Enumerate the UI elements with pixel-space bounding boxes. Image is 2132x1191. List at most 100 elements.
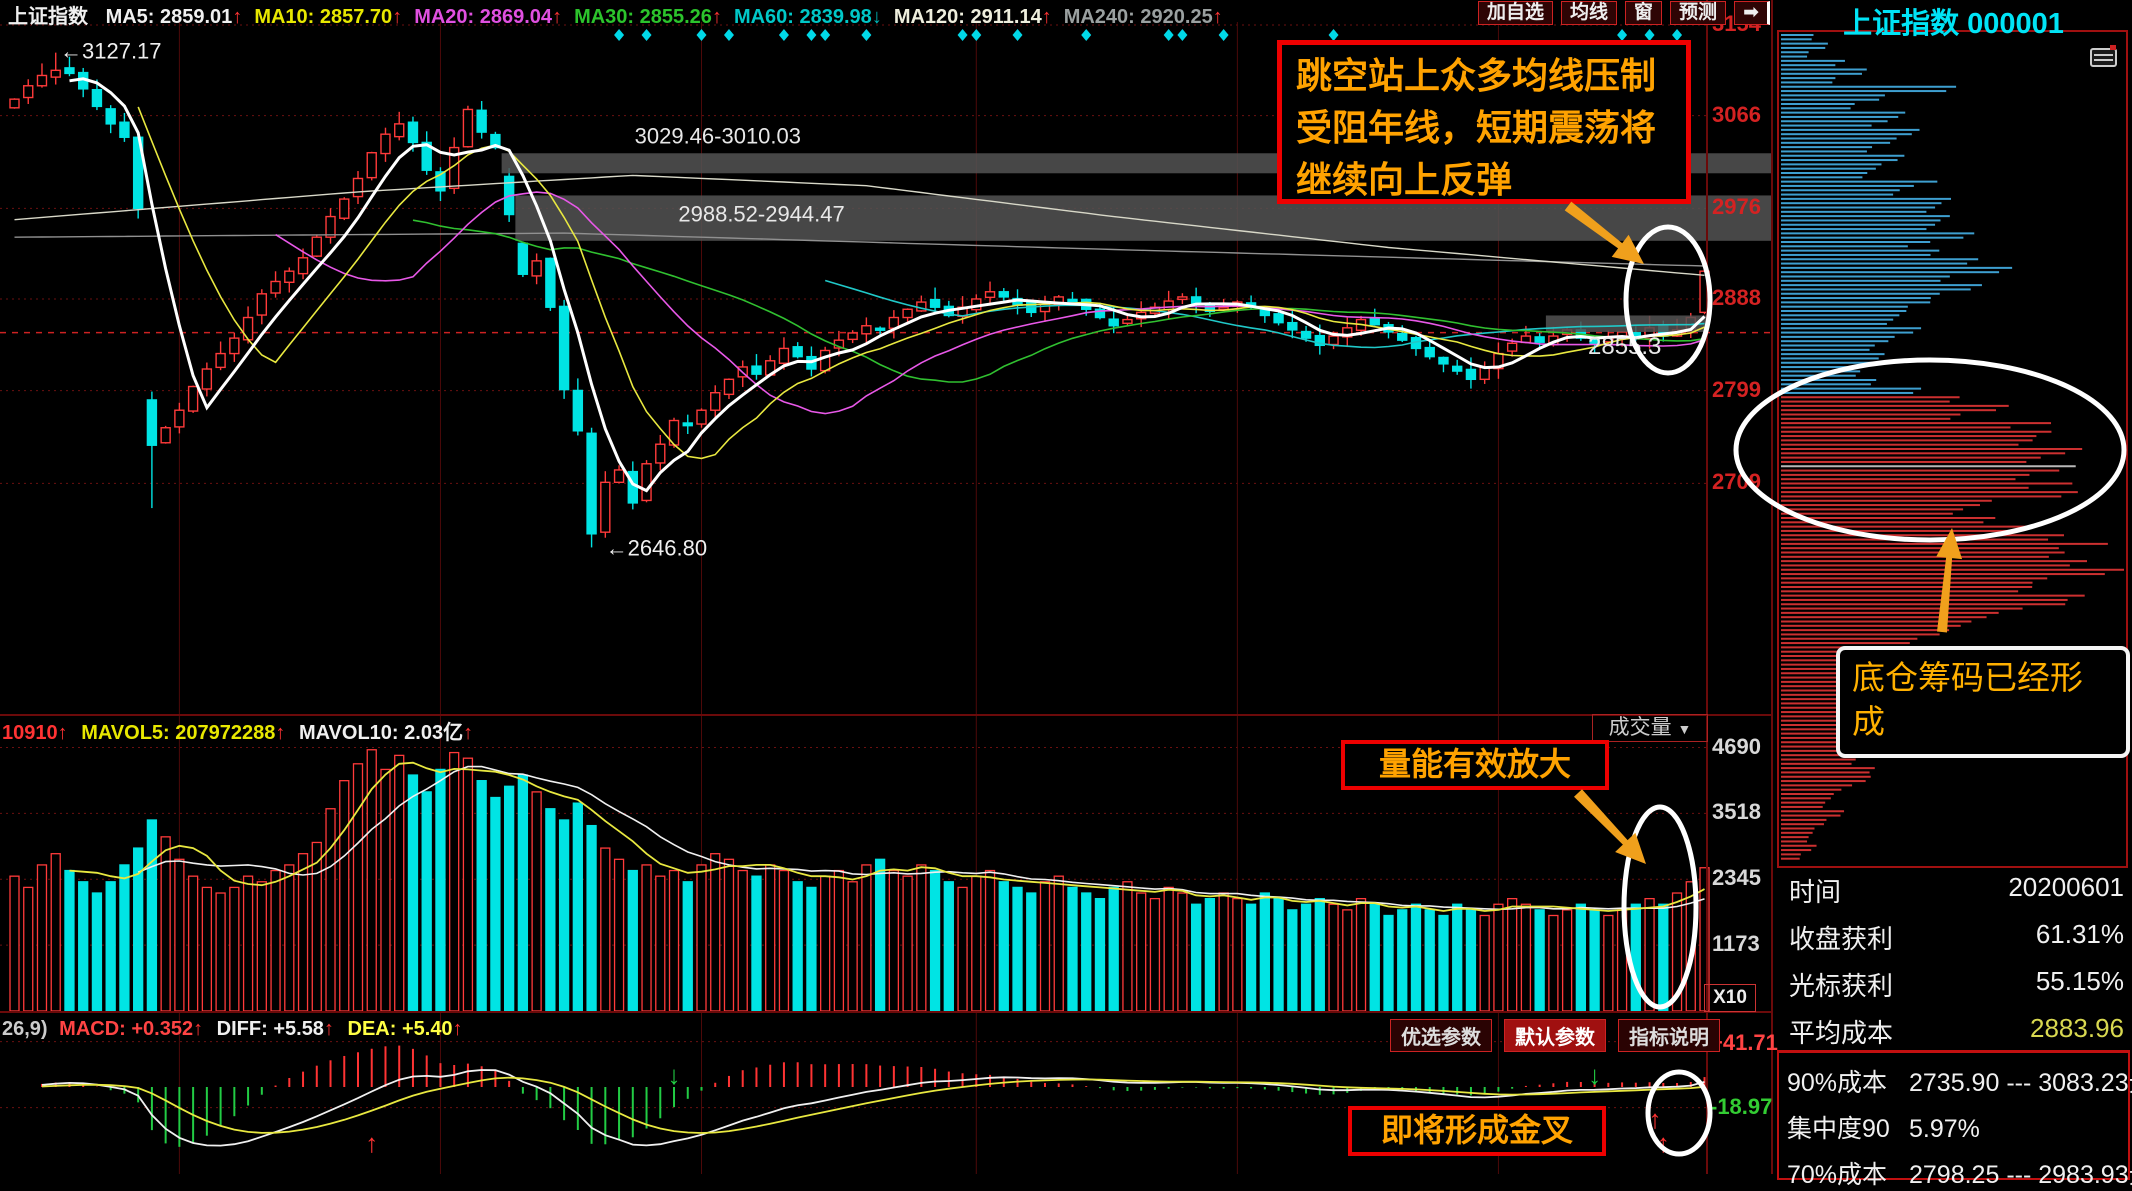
stat-label: 平均成本 <box>1789 1018 1894 1048</box>
cost-range-box: 90%成本 2735.90 --- 3083.23元之间集中度90 5.97% 70%… <box>1777 1050 2132 1189</box>
cost-value: 2798.25 --- 2983.93元之间 <box>1909 1161 2132 1189</box>
right-panel-title: 上证指数 000001 <box>1843 8 2064 40</box>
up-arrow-icon: ↑ <box>1212 6 1223 28</box>
stat-value: 55.15% <box>2035 966 2124 996</box>
topbar-button-均线[interactable]: 均线 <box>1561 1 1618 25</box>
ma-value-item: MA240: 2920.25↑ <box>1063 6 1223 28</box>
price-axis-label: 2709 <box>1712 469 1761 495</box>
volume-axis-label: 4690 <box>1712 733 1761 759</box>
annotation-golden-cross: 即将形成金叉 <box>1348 1106 1606 1156</box>
ma-values-list: MA5: 2859.01↑ MA10: 2857.70↑ MA20: 2869.04… <box>94 6 1223 28</box>
volume-value: 10910 <box>2 722 58 744</box>
cost-label: 70%成本 <box>1787 1161 1888 1189</box>
annotation-volume: 量能有效放大 <box>1341 740 1609 790</box>
up-arrow-icon: ↑ <box>193 1018 204 1040</box>
mavol10-value: 2.03亿 <box>404 722 464 744</box>
topbar-button-预测[interactable]: 预测 <box>1670 1 1727 25</box>
divider <box>0 1011 1772 1013</box>
dea-value: +5.40 <box>401 1018 453 1040</box>
stat-label: 收盘获利 <box>1789 924 1894 954</box>
ma-value-item: MA30: 2855.26↑ <box>574 6 722 28</box>
volume-pane-header: 10910↑ MAVOL5: 207972288↑ MAVOL10: 2.03亿… <box>2 716 473 745</box>
ma-value-item: MA5: 2859.01↑ <box>105 6 243 28</box>
up-arrow-icon: ↑ <box>323 1018 334 1040</box>
up-arrow-icon: ↑ <box>1041 6 1052 28</box>
volume-selector-label: 成交量 <box>1608 716 1672 739</box>
topbar-button-窗[interactable]: 窗 <box>1625 1 1663 25</box>
chip-panel-icon[interactable] <box>2090 44 2120 68</box>
svg-text:2855.3: 2855.3 <box>1588 333 1661 360</box>
buy-signal-arrow-icon: ↑ <box>1657 1128 1670 1158</box>
svg-text:2988.52-2944.47: 2988.52-2944.47 <box>678 201 844 226</box>
symbol-name: 上证指数 <box>8 6 88 28</box>
up-arrow-icon: ↑ <box>463 722 474 744</box>
cost-value: 5.97% <box>1909 1115 1980 1143</box>
macd-button-优选参数[interactable]: 优选参数 <box>1390 1019 1492 1052</box>
svg-text:3029.46-3010.03: 3029.46-3010.03 <box>635 123 801 148</box>
up-arrow-icon: ↑ <box>57 722 68 744</box>
stat-value: 20200601 <box>2008 872 2124 902</box>
ma-value-item: MA60: 2839.98↓ <box>733 6 882 28</box>
svg-text:←2646.80: ←2646.80 <box>606 535 708 560</box>
annotation-gap-breakout: 跳空站上众多均线压制受阻年线，短期震荡将继续向上反弹 <box>1277 40 1691 204</box>
cost-label: 90%成本 <box>1787 1069 1888 1097</box>
annotation-chip-base: 底仓筹码已经形成 <box>1836 646 2130 758</box>
stat-row-时间: 时间 20200601 <box>1779 872 2132 909</box>
divider <box>1771 0 1773 1174</box>
ma-value-item: MA10: 2857.70↑ <box>254 6 403 28</box>
price-axis-label: 3066 <box>1712 101 1761 127</box>
macd-axis-min: -18.97 <box>1710 1094 1773 1119</box>
volume-unit-label: X10 <box>1704 984 1756 1012</box>
top-bar: 上证指数 MA5: 2859.01↑ MA10: 2857.70↑ MA20: 28… <box>0 0 2132 28</box>
ma-value-item: MA120: 2911.14↑ <box>893 6 1052 28</box>
stat-value: 61.31% <box>2035 919 2124 949</box>
up-arrow-icon: ↑ <box>452 1018 463 1040</box>
macd-button-默认参数[interactable]: 默认参数 <box>1504 1019 1606 1052</box>
sell-signal-arrow-icon: ↓ <box>668 1060 681 1090</box>
diff-label: DIFF: <box>216 1018 268 1040</box>
up-arrow-icon: ↑ <box>392 6 403 28</box>
stat-label: 时间 <box>1789 877 1842 907</box>
volume-axis-label: 3518 <box>1712 799 1761 825</box>
macd-value: +0.352 <box>131 1018 194 1040</box>
ma-value-item: MA20: 2869.04↑ <box>414 6 563 28</box>
stat-row-光标获利: 光标获利 55.15% <box>1779 966 2132 1003</box>
mavol10-label: MAVOL10: <box>298 722 399 744</box>
stat-label: 光标获利 <box>1789 971 1894 1001</box>
price-axis-label: 2888 <box>1712 284 1761 310</box>
macd-pane-header: 26,9) MACD: +0.352↑ DIFF: +5.58↑ DEA: +5… <box>2 1018 463 1041</box>
macd-params: 26,9) <box>2 1018 48 1040</box>
macd-label: MACD: <box>59 1018 126 1040</box>
stat-row-收盘获利: 收盘获利 61.31% <box>1779 919 2132 956</box>
cost-row-70%成本: 70%成本 2798.25 --- 2983.93元之间 <box>1787 1155 2132 1191</box>
macd-axis-max: +41.71 <box>1710 1030 1778 1055</box>
candlestick-chart[interactable]: ←3127.17 ←2646.80 3029.46-3010.03 2988.52-2… <box>0 22 1772 715</box>
up-arrow-icon: ↑ <box>711 6 722 28</box>
macd-button-指标说明[interactable]: 指标说明 <box>1618 1019 1720 1052</box>
stat-row-平均成本: 平均成本 2883.96 <box>1779 1013 2132 1050</box>
volume-indicator-dropdown[interactable]: 成交量 ▼ <box>1592 714 1708 742</box>
volume-axis-label: 1173 <box>1712 931 1760 957</box>
up-arrow-icon: ↑ <box>275 722 286 744</box>
svg-text:←3127.17: ←3127.17 <box>60 39 162 64</box>
volume-axis-label: 2345 <box>1712 865 1761 891</box>
divider <box>0 714 1772 716</box>
diff-value: +5.58 <box>273 1018 324 1040</box>
divider <box>1706 0 1708 1174</box>
cost-row-90%成本: 90%成本 2735.90 --- 3083.23元之间 <box>1787 1063 2132 1099</box>
topbar-buttons: 加自选 均线窗预测 ➡ <box>1478 1 1770 25</box>
up-arrow-icon: ↑ <box>232 6 243 28</box>
down-arrow-icon: ↓ <box>871 6 882 28</box>
dea-label: DEA: <box>347 1018 397 1040</box>
move-window-arrow-button[interactable]: ➡ <box>1734 1 1770 25</box>
stat-value: 2883.96 <box>2030 1013 2124 1043</box>
up-arrow-icon: ↑ <box>552 6 563 28</box>
mavol5-label: MAVOL5: <box>81 722 170 744</box>
macd-parameter-buttons: 优选参数 默认参数 指标说明 <box>1390 1019 1720 1052</box>
price-axis-label: 2799 <box>1712 376 1761 402</box>
price-axis-label: 2976 <box>1712 194 1761 220</box>
cost-label: 集中度90 <box>1787 1115 1890 1143</box>
cost-value: 2735.90 --- 3083.23元之间 <box>1909 1069 2132 1097</box>
sell-signal-arrow-icon: ↓ <box>1588 1060 1601 1090</box>
topbar-button-加自选[interactable]: 加自选 <box>1478 1 1554 25</box>
